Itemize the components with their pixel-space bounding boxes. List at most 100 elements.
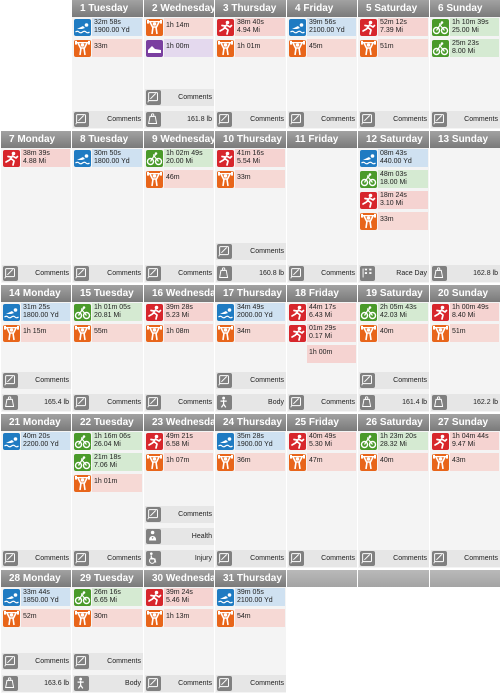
workout-entry[interactable]: 30m 50s 1800.00 Yd (74, 149, 142, 167)
workout-entry[interactable]: 44m 17s 6.43 Mi (289, 303, 356, 321)
workout-entry[interactable]: 49m 21s 6.58 Mi (146, 432, 213, 450)
workout-entry[interactable]: 39m 05s 2100.00 Yd (217, 588, 285, 606)
workout-entry[interactable]: 33m 44s 1850.00 Yd (3, 588, 70, 606)
workout-entry[interactable]: 33m (360, 212, 428, 230)
body-link[interactable]: Body (216, 394, 286, 411)
comments-link[interactable]: Comments (2, 653, 71, 670)
comments-link[interactable]: Comments (359, 111, 429, 128)
workout-entry[interactable]: 38m 40s 4.94 Mi (217, 18, 285, 36)
workout-entry[interactable]: 25m 23s 8.00 Mi (432, 39, 499, 57)
workout-entry[interactable]: 40m 49s 5.30 Mi (289, 432, 356, 450)
comments-link[interactable]: Comments (216, 550, 286, 567)
workout-entry[interactable]: 45m (289, 39, 356, 57)
comments-link[interactable]: Comments (431, 111, 500, 128)
race-flag-link[interactable]: Race Day (359, 265, 429, 282)
workout-entry[interactable]: 48m 03s 18.00 Mi (360, 170, 428, 188)
weight-link[interactable]: 165.4 lb (2, 394, 71, 411)
workout-entry[interactable]: 30m (74, 609, 142, 627)
workout-entry[interactable]: 33m (217, 170, 285, 188)
day-header[interactable]: 30 Wednesday (144, 570, 214, 587)
weight-link[interactable]: 160.8 lb (216, 265, 286, 282)
comments-link[interactable]: Comments (2, 265, 71, 282)
day-header[interactable]: 21 Monday (1, 414, 71, 431)
workout-entry[interactable]: 52m 12s 7.39 Mi (360, 18, 428, 36)
workout-entry[interactable]: 51m (360, 39, 428, 57)
weight-link[interactable]: 162.2 lb (431, 394, 500, 411)
day-header[interactable]: 13 Sunday (430, 131, 500, 148)
workout-entry[interactable]: 1h 08m (146, 324, 213, 342)
workout-entry[interactable]: 33m (74, 39, 142, 57)
workout-entry[interactable]: 40m (360, 324, 428, 342)
day-header[interactable]: 24 Thursday (215, 414, 286, 431)
workout-entry[interactable]: 36m (217, 453, 285, 471)
comments-link[interactable]: Comments (288, 394, 357, 411)
workout-entry[interactable]: 55m (74, 324, 142, 342)
workout-entry[interactable]: 34m 49s 2000.00 Yd (217, 303, 285, 321)
comments-link[interactable]: Comments (145, 394, 214, 411)
comments-link[interactable]: Comments (73, 653, 143, 670)
day-header[interactable]: 17 Thursday (215, 285, 286, 302)
comments-link[interactable]: Comments (2, 372, 71, 389)
workout-entry[interactable]: 1h 10m 39s 25.00 Mi (432, 18, 499, 36)
body-link[interactable]: Body (73, 675, 143, 692)
workout-entry[interactable]: 1h 02m 49s 20.00 Mi (146, 149, 213, 167)
comments-link[interactable]: Comments (73, 265, 143, 282)
comments-link[interactable]: Comments (73, 550, 143, 567)
comments-link[interactable]: Comments (359, 372, 429, 389)
day-header[interactable]: 8 Tuesday (72, 131, 143, 148)
workout-entry[interactable]: 38m 39s 4.88 Mi (3, 149, 70, 167)
workout-entry[interactable]: 40m 20s 2200.00 Yd (3, 432, 70, 450)
injury-link[interactable]: Injury (145, 550, 214, 567)
workout-entry[interactable]: 1h 13m (146, 609, 213, 627)
workout-entry[interactable]: 34m (217, 324, 285, 342)
day-header[interactable]: 23 Wednesday (144, 414, 214, 431)
day-header[interactable]: 25 Friday (287, 414, 357, 431)
comments-link[interactable]: Comments (288, 111, 357, 128)
day-header[interactable]: 10 Thursday (215, 131, 286, 148)
comments-link[interactable]: Comments (216, 111, 286, 128)
workout-entry[interactable]: 35m 28s 1900.00 Yd (217, 432, 285, 450)
day-header[interactable]: 6 Sunday (430, 0, 500, 17)
day-header[interactable]: 1 Tuesday (72, 0, 143, 17)
workout-entry[interactable]: 47m (289, 453, 356, 471)
comments-link[interactable]: Comments (73, 394, 143, 411)
workout-entry[interactable]: 18m 24s 3.10 Mi (360, 191, 428, 209)
workout-entry[interactable]: 01m 29s 0.17 Mi (289, 324, 356, 342)
workout-entry[interactable]: 54m (217, 609, 285, 627)
day-header[interactable]: 16 Wednesday (144, 285, 214, 302)
day-header[interactable]: 14 Monday (1, 285, 71, 302)
workout-entry[interactable]: 08m 43s 440.00 Yd (360, 149, 428, 167)
workout-entry[interactable]: 1h 23m 20s 28.32 Mi (360, 432, 428, 450)
workout-entry[interactable]: 1h 00m 49s 8.40 Mi (432, 303, 499, 321)
comments-link[interactable]: Comments (216, 372, 286, 389)
workout-entry[interactable]: 39m 28s 5.23 Mi (146, 303, 213, 321)
workout-entry[interactable]: 41m 16s 5.54 Mi (217, 149, 285, 167)
day-header[interactable]: 2 Wednesday (144, 0, 214, 17)
workout-entry[interactable]: 39m 24s 5.46 Mi (146, 588, 213, 606)
day-header[interactable]: 11 Friday (287, 131, 357, 148)
workout-entry[interactable]: 1h 15m (3, 324, 70, 342)
workout-entry[interactable]: 52m (3, 609, 70, 627)
workout-entry[interactable]: 1h 01m (74, 474, 142, 492)
comments-link[interactable]: Comments (2, 550, 71, 567)
workout-entry[interactable]: 39m 56s 2100.00 Yd (289, 18, 356, 36)
comments-link[interactable]: Comments (288, 550, 357, 567)
day-header[interactable]: 3 Thursday (215, 0, 286, 17)
day-header[interactable]: 7 Monday (1, 131, 71, 148)
comments-link[interactable]: Comments (216, 675, 286, 692)
day-header[interactable]: 5 Saturday (358, 0, 429, 17)
workout-entry[interactable]: 31m 25s 1800.00 Yd (3, 303, 70, 321)
comments-link[interactable]: Comments (145, 506, 214, 523)
workout-entry[interactable]: 1h 01m (217, 39, 285, 57)
health-link[interactable]: Health (145, 528, 214, 545)
comments-link[interactable]: Comments (145, 675, 214, 692)
weight-link[interactable]: 161.4 lb (359, 394, 429, 411)
workout-entry[interactable]: 1h 01m 05s 20.81 Mi (74, 303, 142, 321)
day-header[interactable]: 9 Wednesday (144, 131, 214, 148)
weight-link[interactable]: 162.8 lb (431, 265, 500, 282)
comments-link[interactable]: Comments (288, 265, 357, 282)
workout-entry[interactable]: 40m (360, 453, 428, 471)
day-header[interactable]: 26 Saturday (358, 414, 429, 431)
workout-entry[interactable]: 2h 05m 43s 42.03 Mi (360, 303, 428, 321)
comments-link[interactable]: Comments (145, 89, 214, 106)
